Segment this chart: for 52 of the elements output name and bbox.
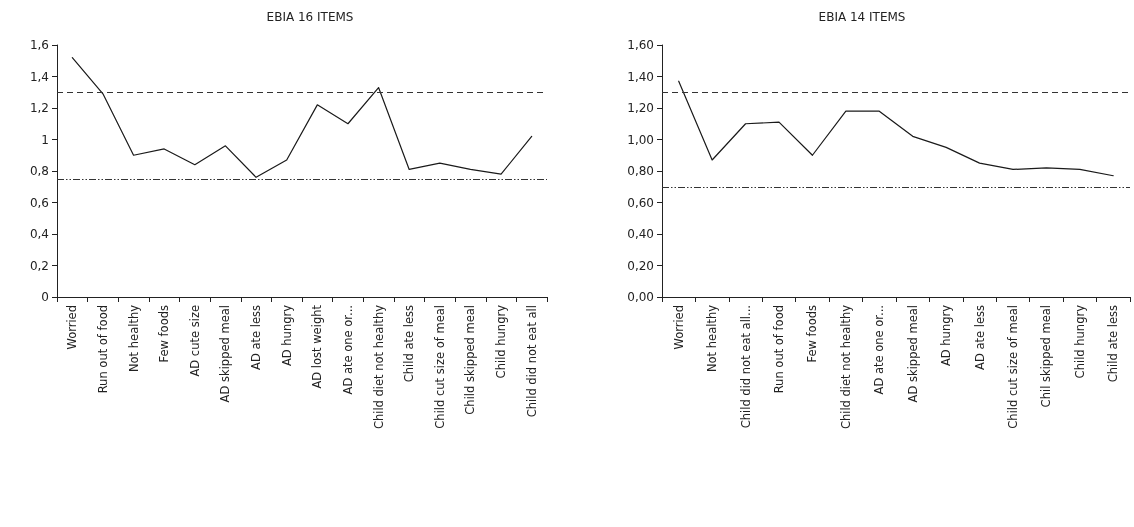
- y-tick-label: 1,2: [29, 101, 49, 115]
- x-tick-label: Child hungry: [494, 304, 509, 379]
- x-tick-label: AD skipped meal: [218, 305, 233, 403]
- x-tick-label: Child diet not healthy: [838, 304, 853, 430]
- y-tick-label: 1,40: [627, 69, 654, 84]
- y-tick-label: 1: [41, 132, 49, 147]
- x-tick-label: AD hungry: [939, 304, 954, 367]
- y-tick-label: 0,8: [29, 164, 49, 178]
- x-tick-label: Child did not eat all: [524, 305, 539, 418]
- y-tick-label: 1,4: [29, 69, 49, 84]
- x-tick-label: AD hungry: [279, 304, 294, 367]
- y-tick-label: 0,60: [627, 195, 654, 210]
- x-tick-label: Not healthy: [126, 304, 141, 373]
- x-tick-label: AD ate one or...: [340, 305, 355, 395]
- x-tick-label: Run out of food: [95, 305, 110, 394]
- x-tick-label: Child ate less: [1106, 305, 1121, 383]
- x-tick-label: Child cut size of meal: [1006, 305, 1020, 429]
- chart-title: EBIA 14 ITEMS: [818, 10, 906, 24]
- x-tick-label: Few foods: [157, 305, 172, 363]
- y-tick-label: 1,20: [627, 101, 654, 115]
- x-tick-label: Few foods: [805, 305, 820, 363]
- x-tick-label: AD cute size: [187, 305, 202, 377]
- x-tick-label: Child did not eat all...: [738, 305, 753, 429]
- x-tick-label: Child cut size of meal: [432, 305, 447, 429]
- y-tick-label: 0,00: [627, 290, 654, 304]
- x-tick-label: Child skipped meal: [463, 305, 478, 415]
- y-tick-label: 0,80: [627, 164, 654, 178]
- x-tick-label: Child diet not healthy: [371, 304, 386, 430]
- y-tick-label: 0,20: [627, 258, 654, 273]
- chart-title: EBIA 16 ITEMS: [266, 10, 354, 24]
- y-tick-label: 0,6: [29, 195, 49, 210]
- x-tick-label: Worried: [65, 305, 80, 350]
- y-tick-label: 1,00: [627, 132, 654, 147]
- x-tick-label: AD skipped meal: [905, 305, 920, 403]
- x-tick-label: Not healthy: [705, 304, 720, 373]
- y-tick-label: 0: [41, 290, 49, 304]
- x-tick-label: Child ate less: [402, 305, 417, 383]
- x-tick-label: AD ate less: [249, 305, 264, 370]
- y-tick-label: 1,6: [29, 38, 49, 52]
- x-tick-label: Child hungry: [1072, 304, 1087, 379]
- x-tick-label: Chil skipped meal: [1039, 305, 1054, 408]
- line-series: [71, 57, 533, 178]
- x-tick-label: Worried: [671, 305, 686, 350]
- x-tick-label: Run out of food: [772, 305, 786, 394]
- x-tick-label: AD ate less: [972, 305, 987, 370]
- x-tick-label: AD ate one or...: [872, 305, 887, 395]
- x-tick-label: AD lost weight: [310, 304, 325, 389]
- y-tick-label: 1,60: [627, 38, 654, 52]
- y-tick-label: 0,2: [29, 258, 49, 273]
- y-tick-label: 0,4: [29, 227, 49, 241]
- line-series: [678, 80, 1114, 177]
- y-tick-label: 0,40: [627, 227, 654, 241]
